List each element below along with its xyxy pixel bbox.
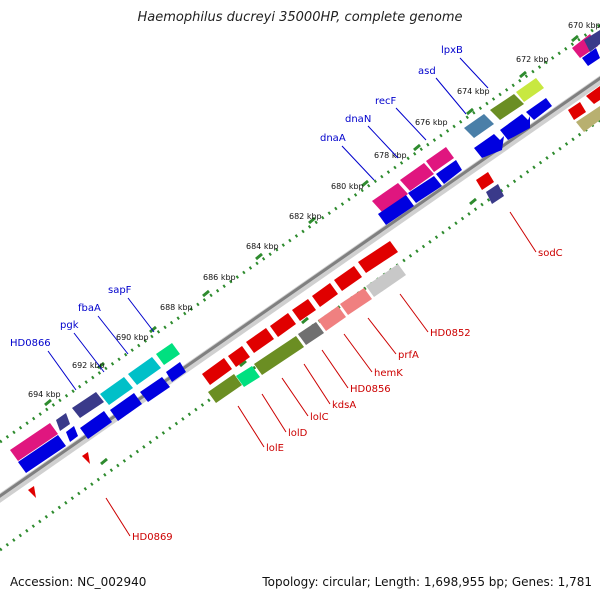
gene-label-HD0852: HD0852 [430,328,471,339]
cds-arrow[interactable] [582,48,600,66]
cds-arrow[interactable] [166,362,186,382]
gene-box-fbaA[interactable] [128,357,161,385]
forward-cog-track [10,30,600,461]
tick-label: 676 kbp [415,118,448,127]
cds-arrow[interactable] [476,172,494,190]
cds-arrow-small[interactable] [28,486,36,498]
gene-box-right-top2[interactable] [584,30,600,52]
gene-label-HD0869: HD0869 [132,532,173,543]
gene-box-recF[interactable] [516,78,544,102]
tick-label: 670 kbp [568,21,600,30]
cds-arrow[interactable] [378,195,414,225]
cds-arrow[interactable] [586,86,600,104]
cds-arrow[interactable] [110,393,142,421]
cds-arrow[interactable] [408,176,442,203]
outer-tick-ring [0,23,600,444]
gene-label-HD0856: HD0856 [350,384,391,395]
genome-title: Haemophilus ducreyi 35000HP, complete ge… [137,10,463,25]
genome-summary: Topology: circular; Length: 1,698,955 bp… [262,575,592,589]
cds-arrow[interactable] [202,358,232,385]
cds-arrow[interactable] [270,313,296,337]
gene-label-dnaN: dnaN [345,114,371,125]
tick-label: 686 kbp [203,273,236,282]
cds-arrow[interactable] [436,160,462,184]
gene-label-dnaA: dnaA [320,133,346,144]
gene-box-lolD[interactable] [208,374,242,403]
forward-gene-labels: lpxB asd recF dnaN dnaA sapF fbaA pgk HD… [10,45,463,349]
gene-box-hemK[interactable] [318,306,346,331]
gene-box-dnaN-b[interactable] [426,147,454,172]
gene-label-lpxB: lpxB [441,45,463,56]
reverse-label-leaders [105,211,537,537]
gene-box-pink-left[interactable] [10,423,58,461]
accession-text: Accession: NC_002940 [10,575,147,589]
cds-arrow[interactable] [228,346,250,367]
gene-box-dnaA[interactable] [372,183,408,212]
gene-label-HD0866: HD0866 [10,338,51,349]
major-ticks [44,34,579,466]
gene-label-kdsA: kdsA [332,400,356,411]
cds-arrow[interactable] [246,328,274,353]
gene-box-dnaN[interactable] [400,163,434,191]
tick-label: 678 kbp [374,151,407,160]
tick-label: 688 kbp [160,303,193,312]
gene-label-asd: asd [418,66,436,77]
gene-box-lpxB[interactable] [464,114,494,138]
gene-label-lolC: lolC [310,412,329,423]
cds-arrow-small[interactable] [82,452,90,464]
cds-arrow[interactable] [292,299,316,321]
reverse-cog-track [208,106,600,403]
gene-label-prfA: prfA [398,350,419,361]
cds-arrow[interactable] [474,134,504,158]
forward-label-leaders [47,57,489,391]
cds-arrow[interactable] [334,266,362,291]
gene-box-HD0866[interactable] [72,392,104,418]
gene-box-kdsA[interactable] [254,336,304,375]
tick-labels: 670 kbp 672 kbp 674 kbp 676 kbp 678 kbp … [28,21,600,399]
gene-label-sodC: sodC [538,248,563,259]
tick-label: 684 kbp [246,242,279,251]
gene-label-sapF: sapF [108,285,132,296]
cds-arrow[interactable] [526,98,552,120]
cds-arrow[interactable] [66,426,78,442]
tick-label: 674 kbp [457,87,490,96]
gene-label-lolE: lolE [266,443,284,454]
gene-label-recF: recF [375,96,397,107]
gene-box-sodC[interactable] [486,184,504,204]
gene-label-hemK: hemK [374,368,403,379]
tick-label: 692 kbp [72,361,105,370]
gene-box-prfA[interactable] [340,288,372,315]
gene-box-HD0856[interactable] [298,322,324,345]
forward-cds-track [18,48,600,473]
reverse-cds-track [28,86,600,498]
gene-box-HD0866b[interactable] [56,413,70,431]
cds-arrow[interactable] [18,435,66,473]
tick-label: 682 kbp [289,212,322,221]
tick-label: 680 kbp [331,182,364,191]
gene-label-fbaA: fbaA [78,303,101,314]
gene-box-HD0852[interactable] [366,264,406,297]
tick-label: 690 kbp [116,333,149,342]
gene-box-pgk[interactable] [100,377,133,405]
cds-arrow[interactable] [80,411,112,439]
cds-arrow[interactable] [568,102,586,120]
tick-label: 672 kbp [516,55,549,64]
cds-arrow[interactable] [358,241,398,273]
cds-arrow[interactable] [312,283,338,307]
tick-label: 694 kbp [28,390,61,399]
gene-box-asd[interactable] [490,94,524,120]
cds-arrow[interactable] [500,114,530,140]
gene-box-sapF[interactable] [156,343,180,365]
reverse-gene-labels: sodC HD0852 prfA hemK HD0856 kdsA lolC l… [132,248,563,543]
gene-label-lolD: lolD [288,428,308,439]
cds-arrow[interactable] [140,377,170,402]
gene-box-right-lower[interactable] [576,106,600,132]
gene-label-pgk: pgk [60,320,79,331]
gene-box-lolC[interactable] [236,366,260,387]
